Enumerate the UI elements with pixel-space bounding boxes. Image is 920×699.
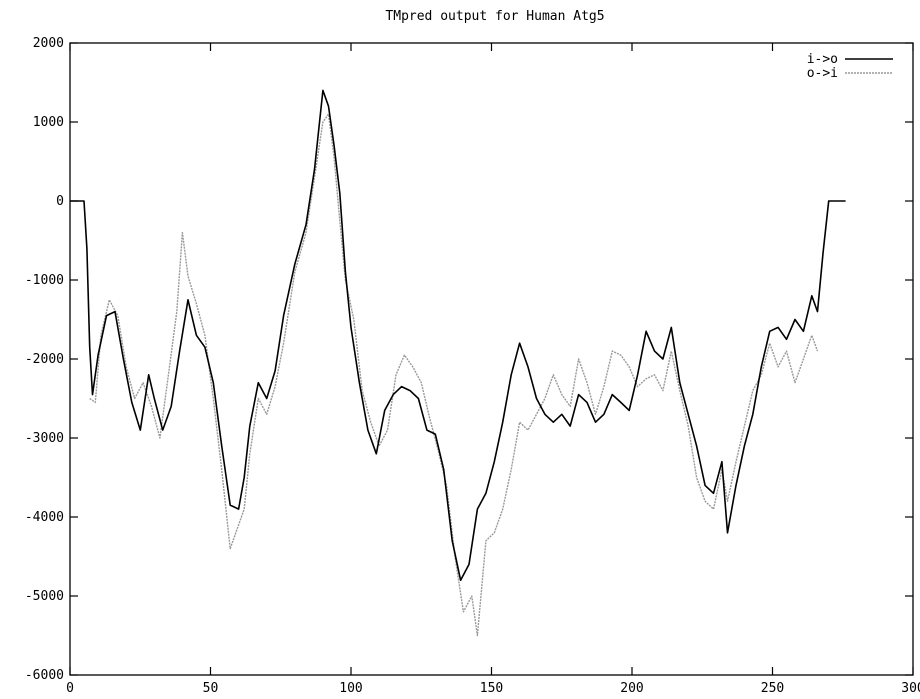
series-line-i-to-o xyxy=(70,89,846,581)
y-tick-label: -5000 xyxy=(25,589,64,604)
legend-label: o->i xyxy=(807,66,838,81)
y-axis: 2000 1000 0 -1000 -2000 -3000 -4000 -5000 -6000 xyxy=(25,36,913,683)
series-line-o-to-i xyxy=(89,113,819,637)
y-tick-label: -4000 xyxy=(25,510,64,525)
y-tick-label: -1000 xyxy=(25,273,64,288)
y-tick-label: -6000 xyxy=(25,668,64,683)
y-tick-label: 2000 xyxy=(33,36,64,51)
x-tick-label: 150 xyxy=(480,681,503,696)
series-layer xyxy=(70,89,846,637)
legend-label: i->o xyxy=(807,52,838,67)
y-tick-label: 1000 xyxy=(33,115,64,130)
x-axis: 0 50 100 150 200 250 300 xyxy=(66,43,920,696)
x-tick-label: 250 xyxy=(761,681,784,696)
x-tick-label: 100 xyxy=(339,681,362,696)
y-tick-label: -3000 xyxy=(25,431,64,446)
y-tick-label: 0 xyxy=(56,194,64,209)
x-tick-label: 300 xyxy=(901,681,920,696)
x-tick-label: 50 xyxy=(203,681,219,696)
y-tick-label: -2000 xyxy=(25,352,64,367)
x-tick-label: 0 xyxy=(66,681,74,696)
x-tick-label: 200 xyxy=(620,681,643,696)
plot-frame xyxy=(69,42,914,676)
chart-title: TMpred output for Human Atg5 xyxy=(385,9,604,24)
legend: i->oo->i xyxy=(807,52,893,81)
